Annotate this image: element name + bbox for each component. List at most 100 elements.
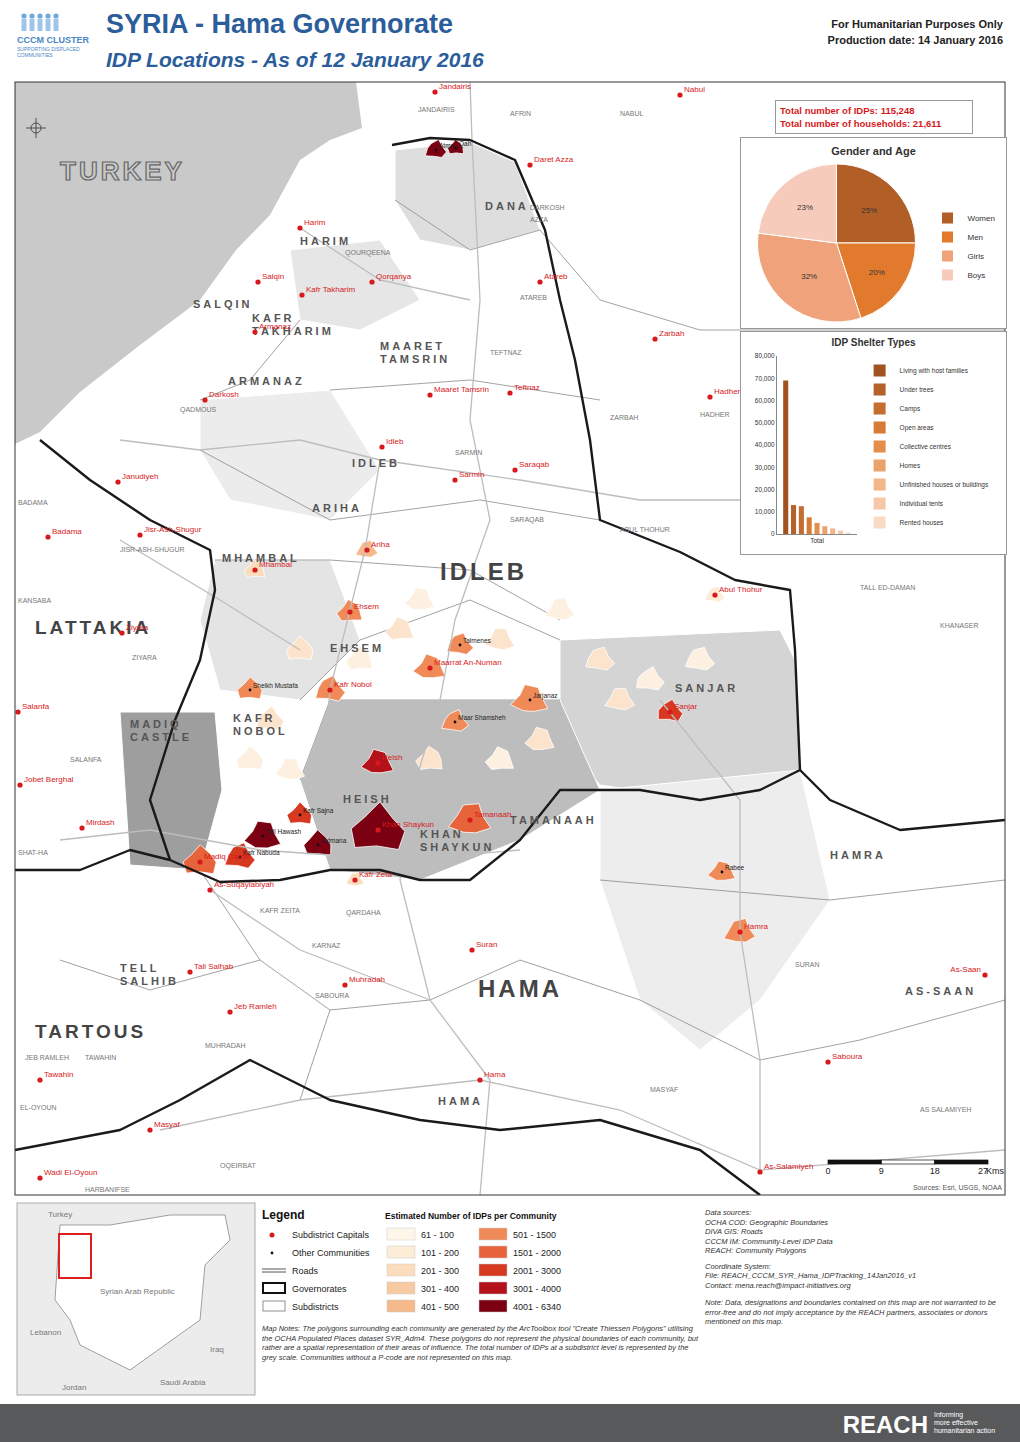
svg-text:TALL ED-DAMAN: TALL ED-DAMAN [860,584,915,591]
svg-text:QOURQEENA: QOURQEENA [345,249,391,257]
svg-text:AFRIN: AFRIN [510,110,531,117]
svg-text:201 - 300: 201 - 300 [421,1266,459,1276]
svg-text:NABUL: NABUL [620,110,643,117]
svg-text:Legend: Legend [262,1208,305,1222]
svg-text:Tell Hawash: Tell Hawash [266,828,301,835]
svg-text:501 - 1500: 501 - 1500 [513,1230,556,1240]
svg-text:HARBANIFSE: HARBANIFSE [85,1186,130,1193]
svg-text:ARMANAZ: ARMANAZ [228,375,305,387]
svg-text:70,000: 70,000 [755,375,775,382]
svg-text:Daret Azza: Daret Azza [534,155,574,164]
svg-text:AZZA: AZZA [530,216,548,223]
svg-text:As-Saan: As-Saan [950,965,981,974]
svg-text:ARIHA: ARIHA [312,502,362,514]
svg-text:Tall Salhab: Tall Salhab [194,962,234,971]
svg-text:Ziyara: Ziyara [126,623,149,632]
svg-text:SANJAR: SANJAR [675,682,738,694]
svg-text:Latmana: Latmana [321,837,347,844]
svg-text:SURAN: SURAN [795,961,820,968]
svg-text:HARIM: HARIM [300,235,351,247]
svg-text:Tawahin: Tawahin [44,1070,73,1079]
svg-text:HAMA: HAMA [438,1095,483,1107]
svg-text:Hamra: Hamra [744,922,769,931]
svg-text:ZIYARA: ZIYARA [132,654,157,661]
svg-text:BADAMA: BADAMA [18,499,48,506]
svg-text:MASYAF: MASYAF [650,1086,678,1093]
svg-text:QADMOUS: QADMOUS [180,406,217,414]
svg-text:EHSEM: EHSEM [330,642,384,654]
svg-text:20%: 20% [869,268,885,277]
svg-text:0: 0 [771,530,775,537]
svg-text:Maarrat An-Numan: Maarrat An-Numan [434,658,502,667]
svg-text:KAFR: KAFR [233,712,276,724]
svg-text:SYRIA - Hama Governorate: SYRIA - Hama Governorate [106,9,453,39]
svg-text:Khan Shaykun: Khan Shaykun [382,820,434,829]
svg-text:MAARET: MAARET [380,340,445,352]
svg-text:9: 9 [879,1166,884,1176]
svg-text:Jordan: Jordan [62,1383,86,1392]
svg-text:Atma: Atma [439,142,455,149]
svg-text:Living with host families: Living with host families [900,367,969,375]
svg-text:4001 - 6340: 4001 - 6340 [513,1302,561,1312]
svg-text:301 - 400: 301 - 400 [421,1284,459,1294]
svg-text:25%: 25% [861,206,877,215]
svg-text:SALQIN: SALQIN [193,298,253,310]
svg-text:DANA: DANA [485,200,529,212]
svg-text:QARDAHA: QARDAHA [346,909,381,917]
svg-text:CCCM CLUSTER: CCCM CLUSTER [17,35,89,45]
svg-text:80,000: 80,000 [755,352,775,359]
svg-text:JEB RAMLEH: JEB RAMLEH [25,1054,69,1061]
svg-text:TAMSRIN: TAMSRIN [380,353,450,365]
svg-text:Hama: Hama [484,1070,506,1079]
svg-text:TURKEY: TURKEY [60,156,185,186]
svg-text:EL-OYOUN: EL-OYOUN [20,1104,57,1111]
svg-text:ZARBAH: ZARBAH [610,414,638,421]
svg-text:CASTLE: CASTLE [130,731,192,743]
svg-text:KHAN: KHAN [420,828,464,840]
svg-text:TELL: TELL [120,962,160,974]
svg-text:Kafr Takharim: Kafr Takharim [306,285,356,294]
svg-text:Nabul: Nabul [684,85,705,94]
svg-text:Individual tents: Individual tents [900,500,944,507]
svg-text:23%: 23% [797,203,813,212]
svg-text:ABUL THOHUR: ABUL THOHUR [620,526,670,533]
svg-text:SALANFA: SALANFA [70,756,102,763]
svg-text:Abul Thohur: Abul Thohur [719,585,763,594]
svg-text:SARAQAB: SARAQAB [510,516,544,524]
svg-text:KARNAZ: KARNAZ [312,942,341,949]
svg-text:0: 0 [825,1166,830,1176]
svg-text:Heish: Heish [382,753,402,762]
svg-text:Talmenes: Talmenes [463,637,492,644]
svg-text:Camps: Camps [900,405,921,413]
svg-text:For Humanitarian Purposes Only: For Humanitarian Purposes Only [831,18,1004,30]
svg-text:20,000: 20,000 [755,486,775,493]
svg-text:JANDAIRIS: JANDAIRIS [418,106,455,113]
svg-text:Qah: Qah [459,140,472,148]
svg-text:Mhambal: Mhambal [259,560,292,569]
svg-text:TAMANAAH: TAMANAAH [510,814,597,826]
svg-text:Rented houses: Rented houses [900,519,944,526]
svg-text:MADIQ: MADIQ [130,718,182,730]
svg-text:Darkosh: Darkosh [209,390,239,399]
svg-text:Iraq: Iraq [210,1345,224,1354]
svg-text:HAMA: HAMA [478,975,562,1002]
svg-text:JISR-ASH-SHUGUR: JISR-ASH-SHUGUR [120,546,185,553]
svg-text:18: 18 [930,1166,940,1176]
svg-text:TARTOUS: TARTOUS [35,1021,146,1042]
svg-text:KHANASER: KHANASER [940,622,979,629]
svg-text:MUHRADAH: MUHRADAH [205,1042,245,1049]
svg-text:Idleb: Idleb [386,437,404,446]
svg-text:AS-SAAN: AS-SAAN [905,985,976,997]
svg-text:Other Communities: Other Communities [292,1248,370,1258]
svg-text:30,000: 30,000 [755,464,775,471]
svg-text:SABOURA: SABOURA [315,992,350,999]
svg-text:Jeb Ramleh: Jeb Ramleh [234,1002,277,1011]
svg-text:Zarbah: Zarbah [659,329,684,338]
svg-text:Turkey: Turkey [48,1210,72,1219]
svg-text:Open areas: Open areas [900,424,935,432]
svg-text:OQEIRBAT: OQEIRBAT [220,1162,256,1170]
svg-text:Roads: Roads [292,1266,319,1276]
svg-text:IDP Locations - As of 12 Janua: IDP Locations - As of 12 January 2016 [106,48,484,71]
svg-text:KANSABA: KANSABA [18,597,51,604]
svg-text:IDLEB: IDLEB [440,558,527,585]
